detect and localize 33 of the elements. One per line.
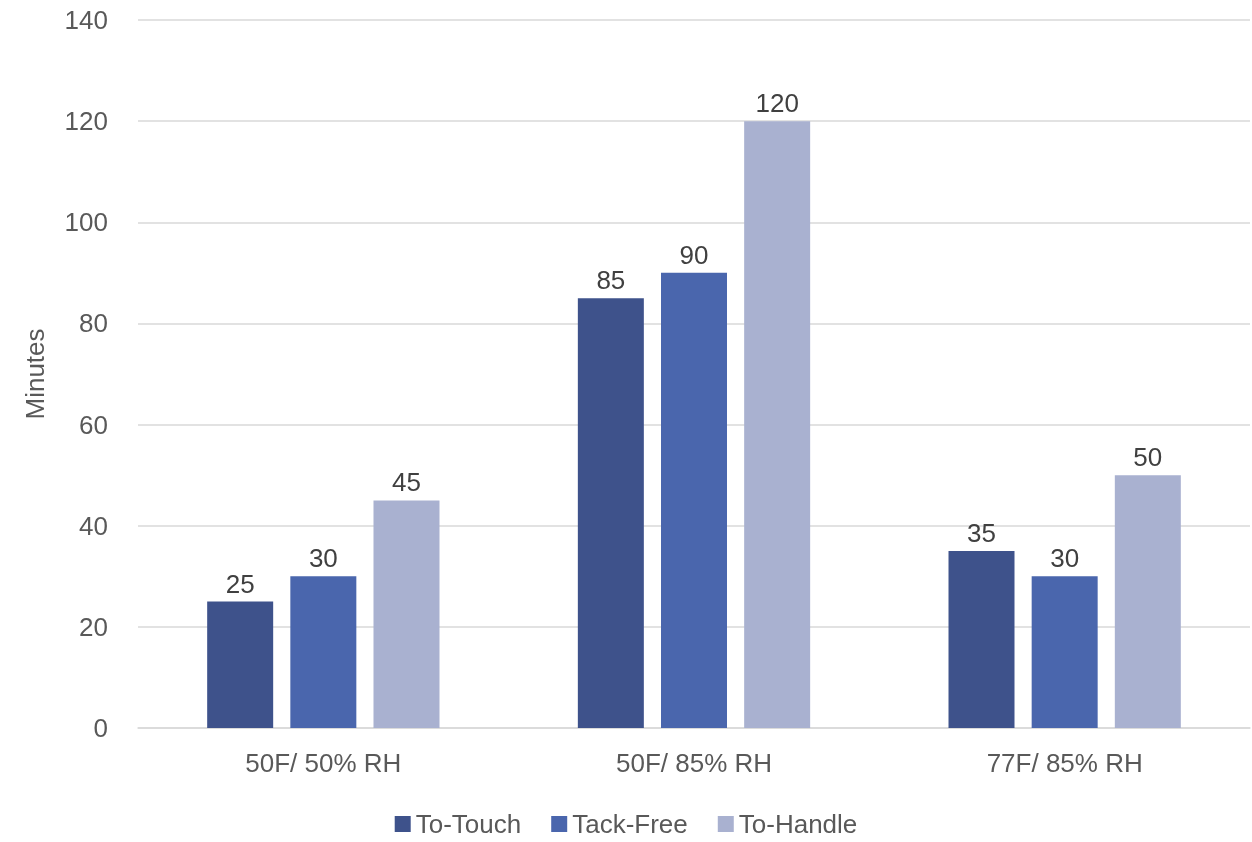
bar bbox=[744, 121, 811, 728]
data-label: 25 bbox=[225, 568, 255, 599]
y-tick-label: 80 bbox=[79, 308, 108, 339]
y-tick-label: 20 bbox=[79, 611, 108, 642]
data-label: 35 bbox=[967, 518, 996, 548]
x-tick-label: 77F/ 85% RH bbox=[986, 748, 1143, 778]
x-tick-label: 50F/ 85% RH bbox=[615, 748, 773, 778]
bar bbox=[948, 551, 1015, 728]
data-label: 120 bbox=[755, 88, 799, 119]
bar bbox=[661, 272, 727, 728]
data-label: 85 bbox=[596, 265, 626, 296]
x-tick-label: 50F/ 50% RH bbox=[245, 748, 402, 778]
legend-label: To-Touch bbox=[415, 809, 522, 839]
data-label: 50 bbox=[1133, 442, 1163, 473]
data-label: 45 bbox=[392, 467, 421, 498]
y-tick-label: 60 bbox=[79, 409, 108, 440]
y-tick-label: 100 bbox=[64, 207, 108, 238]
bar bbox=[1114, 475, 1181, 728]
bar bbox=[290, 576, 357, 728]
y-tick-label: 140 bbox=[64, 5, 108, 35]
data-label: 30 bbox=[1050, 543, 1080, 574]
y-axis-title: Minutes bbox=[20, 328, 50, 420]
y-tick-label: 40 bbox=[79, 510, 108, 541]
legend-label: To-Handle bbox=[738, 809, 858, 839]
bar bbox=[207, 601, 274, 728]
bar bbox=[577, 298, 644, 728]
y-tick-label: 0 bbox=[93, 713, 108, 743]
legend-label: Tack-Free bbox=[572, 809, 688, 839]
y-tick-label: 120 bbox=[64, 106, 108, 137]
bar bbox=[373, 500, 440, 728]
data-label: 30 bbox=[308, 543, 338, 574]
bar bbox=[1031, 576, 1098, 728]
data-label: 90 bbox=[679, 239, 709, 270]
